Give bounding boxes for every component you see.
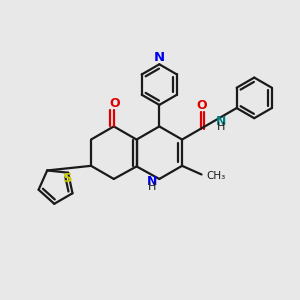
Text: N: N <box>215 116 226 128</box>
Text: H: H <box>148 182 156 192</box>
Text: CH₃: CH₃ <box>206 171 225 181</box>
Text: N: N <box>154 51 165 64</box>
Text: N: N <box>147 175 157 188</box>
Text: H: H <box>216 122 225 132</box>
Text: S: S <box>63 172 73 184</box>
Text: O: O <box>196 99 207 112</box>
Text: O: O <box>109 97 120 110</box>
